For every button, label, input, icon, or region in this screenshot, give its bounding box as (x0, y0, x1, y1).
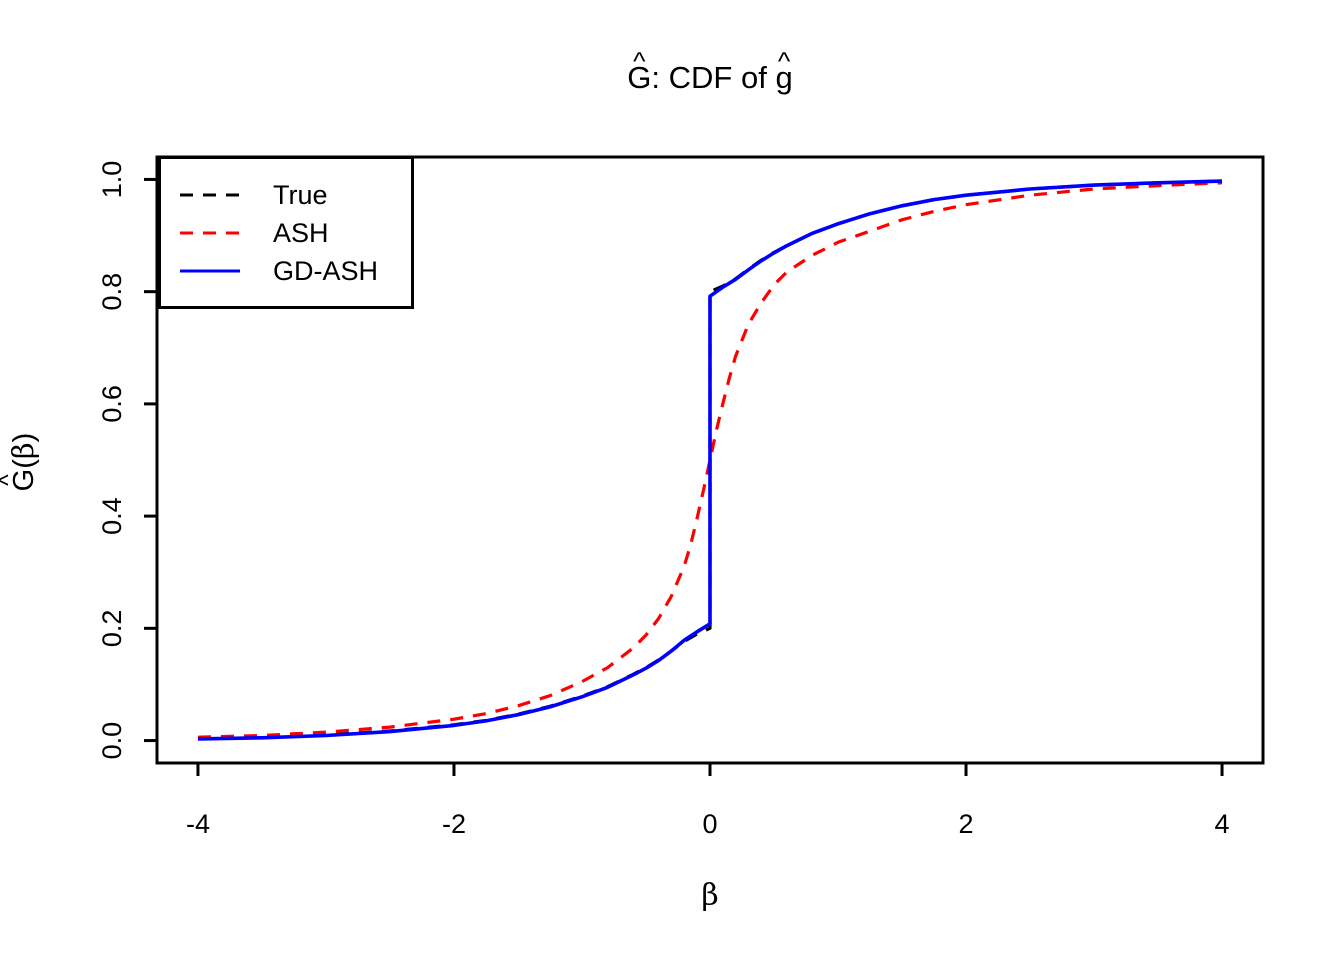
g-hat-ylabel: ^G (0, 469, 40, 492)
legend-item-ash: ASH (161, 214, 411, 252)
ylabel-close-paren: ) (8, 432, 40, 443)
axis-layer: -4 -2 0 2 4 0.0 0.2 0.4 0.6 0.8 1.0 (97, 155, 1265, 839)
title-middle-text: : CDF of (651, 60, 776, 95)
legend-label-gd-ash: GD-ASH (273, 255, 379, 286)
legend-line-sample-solid-blue (180, 269, 240, 273)
y-tick-label: 0.4 (97, 497, 127, 535)
g-hat-lowercase: ^ g (775, 48, 793, 95)
x-tick-label: 2 (959, 809, 974, 839)
title-letter-g: g (775, 60, 793, 95)
hat-accent: ^ (0, 474, 22, 486)
legend-line-sample-dashed-black (180, 193, 240, 197)
legend-line-sample-dashed-red (180, 231, 240, 235)
ylabel-open-paren: ( (8, 459, 40, 469)
y-axis-label: ^G(β) (0, 432, 40, 492)
hat-accent: ^ (633, 46, 646, 77)
hat-accent: ^ (777, 46, 791, 77)
x-axis-label: β (701, 878, 719, 913)
y-tick-label: 1.0 (97, 161, 127, 199)
series-curve-ash (197, 181, 1223, 739)
title-letter-G: G (627, 60, 652, 95)
series-curve-gd-ash (197, 179, 1223, 741)
legend-label-ash: ASH (273, 217, 329, 248)
y-tick-label: 0.8 (97, 273, 127, 311)
ylabel-beta: β (6, 442, 40, 460)
y-tick-label: 0.2 (97, 610, 127, 648)
x-tick-label: -2 (442, 809, 466, 839)
y-tick-label: 0.0 (97, 722, 127, 760)
legend-item-true: True (161, 176, 411, 214)
legend-label-true: True (273, 179, 328, 210)
legend-item-gd-ash: GD-ASH (161, 252, 411, 290)
x-tick-label: 0 (702, 809, 717, 839)
y-tick-label: 0.6 (97, 385, 127, 423)
series-layer (197, 179, 1223, 741)
x-tick-label: 4 (1215, 809, 1230, 839)
legend: True ASH GD-ASH (158, 156, 414, 309)
x-tick-label: -4 (186, 809, 210, 839)
chart-title: ^ G: CDF of ^ g (627, 48, 793, 95)
g-hat-uppercase: ^ G (627, 48, 652, 95)
